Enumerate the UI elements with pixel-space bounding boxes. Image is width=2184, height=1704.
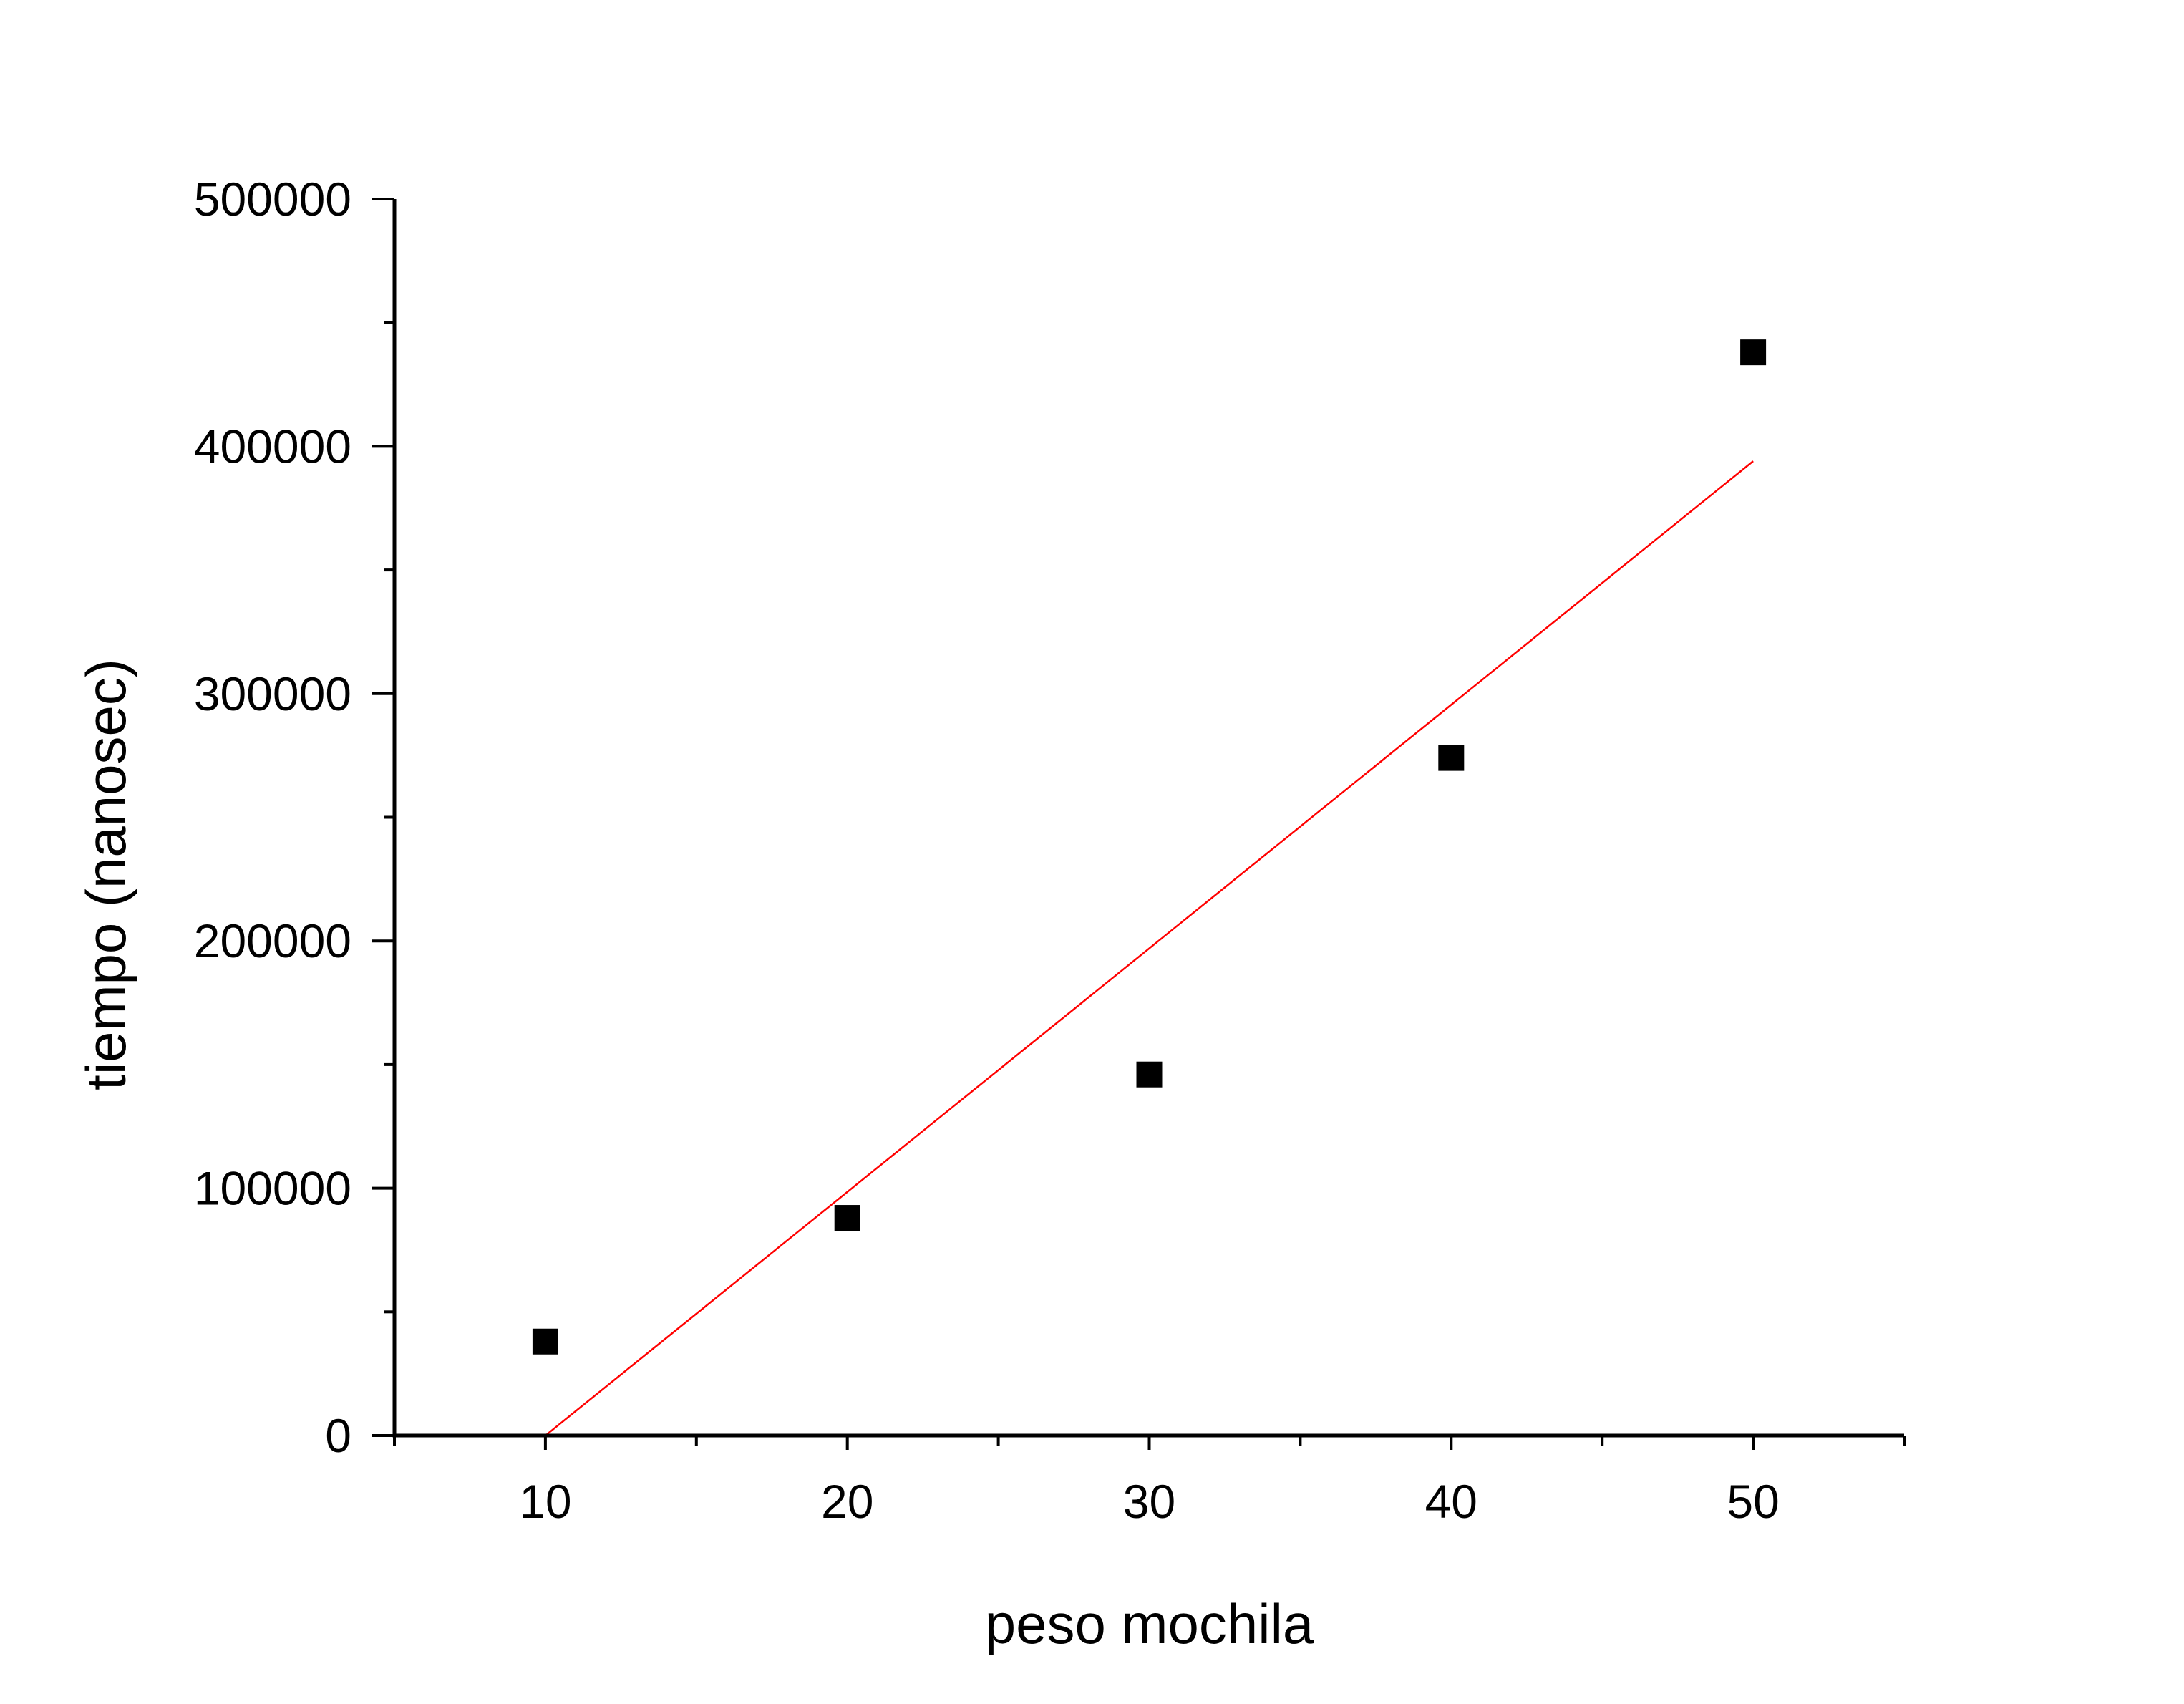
fit-line-layer xyxy=(545,460,1754,1436)
y-tick-label: 0 xyxy=(325,1409,351,1462)
data-point xyxy=(1740,339,1767,366)
labels-layer: 10 20 30 40 50 0 100000 200000 300000 400000 50000… xyxy=(74,173,1780,1655)
y-tick-label: 300000 xyxy=(194,667,351,720)
x-tick-label: 50 xyxy=(1727,1475,1779,1528)
data-point xyxy=(532,1328,558,1355)
data-point xyxy=(1438,745,1465,771)
x-tick-label: 30 xyxy=(1123,1475,1175,1528)
x-tick-label: 40 xyxy=(1425,1475,1477,1528)
y-tick-label: 500000 xyxy=(194,173,351,226)
y-axis-title: tiempo (nanosec) xyxy=(74,659,137,1090)
axes-layer xyxy=(372,198,1906,1450)
fit-line xyxy=(545,460,1754,1436)
data-point xyxy=(1136,1061,1163,1088)
x-axis-title: peso mochila xyxy=(985,1592,1314,1655)
points-layer xyxy=(532,339,1767,1355)
x-tick-label: 20 xyxy=(821,1475,873,1528)
y-tick-label: 200000 xyxy=(194,914,351,967)
data-point xyxy=(834,1205,860,1231)
y-tick-label: 400000 xyxy=(194,420,351,473)
y-tick-label: 100000 xyxy=(194,1162,351,1215)
x-tick-label: 10 xyxy=(519,1475,571,1528)
